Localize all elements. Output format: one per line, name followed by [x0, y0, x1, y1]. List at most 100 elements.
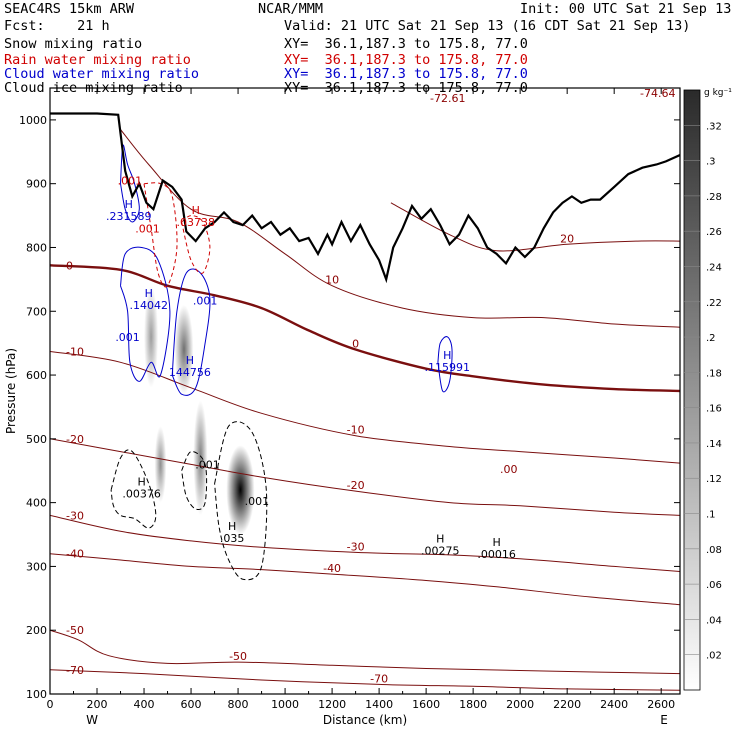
endpoint-left-label: W: [86, 713, 98, 727]
field-label-cloud: Cloud water mixing ratio: [4, 66, 200, 82]
contour-line: [50, 438, 680, 516]
temperature-contours: -70 -70 -50 -50 -40 -40 -30 -30 -20 -20 -10 -10 0 0 10…: [50, 88, 680, 691]
x-tick-label: 1200: [318, 698, 346, 711]
maximum-value-label: .00376: [122, 487, 161, 500]
contour-line: [50, 514, 680, 572]
x-tick-label: 800: [228, 698, 249, 711]
contour-label: -50: [66, 624, 84, 637]
snow-shading: [144, 285, 255, 535]
maximum-h-marker: H: [138, 475, 146, 488]
maximum-value-label: 144756: [169, 366, 211, 379]
y-tick-label: 700: [26, 305, 47, 318]
snow-shade-blob: [144, 285, 159, 388]
mixing-ratio-outline: [214, 421, 268, 581]
field-label-snow: Snow mixing ratio: [4, 36, 143, 52]
colorbar-tick-label: .2: [706, 333, 716, 344]
y-tick-label: 100: [26, 688, 47, 701]
contour-line: [50, 629, 680, 675]
colorbar-tick-label: .08: [706, 545, 722, 556]
contour-label: -50: [229, 650, 247, 663]
snow-shade-blob: [226, 445, 255, 535]
colorbar-scale: [683, 89, 701, 691]
maximum-h-marker: H: [186, 354, 194, 367]
colorbar-tick-label: .28: [706, 192, 722, 203]
contour-label: -72.61: [430, 92, 465, 105]
contour-label: 0: [352, 338, 359, 351]
colorbar-unit: g kg⁻¹: [704, 88, 732, 98]
model-title: SEAC4RS 15km ARW: [4, 1, 135, 17]
x-tick-label: 2000: [506, 698, 534, 711]
snow-shade-blob: [193, 400, 208, 516]
maximum-value-label: .115991: [425, 361, 471, 374]
maximum-h-marker: H: [443, 349, 451, 362]
maximum-value-label: .001: [115, 331, 140, 344]
mixing-ratio-outline: [120, 144, 140, 223]
contour-label: -70: [370, 672, 388, 685]
x-tick-label: 2200: [553, 698, 581, 711]
y-tick-label: 300: [26, 560, 47, 573]
maxima-labels: H.00376H.035.001.001H.00275H.00016H14475…: [106, 175, 516, 561]
colorbar-tick-label: .16: [706, 404, 722, 415]
maximum-h-marker: H: [493, 536, 501, 549]
maximum-value-label: .00016: [477, 548, 516, 561]
contour-line: [50, 669, 680, 691]
maximum-value-label: .03738: [176, 216, 215, 229]
colorbar-tick-label: .1: [706, 510, 716, 521]
colorbar-tick-label: .12: [706, 474, 722, 485]
plot-border: [49, 87, 681, 695]
colorbar-tick-label: .26: [706, 227, 722, 238]
y-tick-label: 200: [26, 624, 47, 637]
colorbar-tick-label: .06: [706, 580, 722, 591]
snow-shade-blob: [154, 426, 167, 503]
field-xy-cloud: XY= 36.1,187.3 to 175.8, 77.0: [284, 66, 528, 82]
x-tick-label: 2600: [647, 698, 675, 711]
hydrometeor-outlines: [110, 144, 453, 581]
contour-line: [50, 553, 680, 606]
endpoint-right-label: E: [660, 713, 668, 727]
maximum-value-label: .001: [245, 495, 270, 508]
mixing-ratio-outline: [181, 450, 208, 511]
maximum-h-marker: H: [125, 198, 133, 211]
maximum-value-label: .001: [195, 459, 220, 472]
snow-shade-blob: [174, 304, 194, 395]
maximum-value-label: .001: [118, 175, 143, 188]
y-tick-label: 600: [26, 369, 47, 382]
forecast-hour: Fcst: 21 h: [4, 18, 110, 34]
y-tick-label: 1000: [19, 114, 47, 127]
maximum-h-marker: H: [192, 204, 200, 217]
maximum-h-marker: H: [145, 287, 153, 300]
maximum-value-label: .14042: [129, 299, 168, 312]
contour-label: 0: [66, 259, 73, 272]
init-time: Init: 00 UTC Sat 21 Sep 13: [520, 1, 732, 17]
colorbar-tick-label: .32: [706, 121, 722, 132]
x-tick-label: 1800: [459, 698, 487, 711]
contour-label: -70: [66, 664, 84, 677]
colorbar-tick-label: .04: [706, 615, 722, 626]
x-tick-label: 1600: [412, 698, 440, 711]
colorbar: .32 .3 .28 .26 .24 .22 .2 .18 .16 .14 .12 .1 .08 .06.…: [683, 88, 732, 691]
x-tick-label: 400: [134, 698, 155, 711]
center-label: NCAR/MMM: [258, 1, 324, 17]
contour-label: -40: [323, 562, 341, 575]
contour-line: [50, 351, 680, 464]
colorbar-tick-label: .14: [706, 439, 722, 450]
valid-time: Valid: 21 UTC Sat 21 Sep 13 (16 CDT Sat …: [284, 18, 691, 34]
y-axis-label: Pressure (hPa): [4, 348, 18, 434]
colorbar-tick-label: .18: [706, 368, 722, 379]
mixing-ratio-outline: [437, 336, 453, 393]
maximum-h-marker: H: [436, 533, 444, 546]
mixing-ratio-outline: [181, 215, 211, 274]
maximum-value-label: .001: [135, 223, 160, 236]
contour-label: -40: [66, 548, 84, 561]
maximum-h-marker: H: [228, 520, 236, 533]
mixing-ratio-outline: [110, 449, 157, 529]
mixing-ratio-outline: [171, 268, 211, 396]
x-tick-label: 1400: [365, 698, 393, 711]
y-tick-label: 400: [26, 497, 47, 510]
contour-label: -10: [347, 424, 365, 437]
maximum-value-label: .035: [220, 532, 245, 545]
contour-label: .00: [500, 463, 518, 476]
x-tick-label: 2400: [600, 698, 628, 711]
contour-label: -20: [66, 433, 84, 446]
